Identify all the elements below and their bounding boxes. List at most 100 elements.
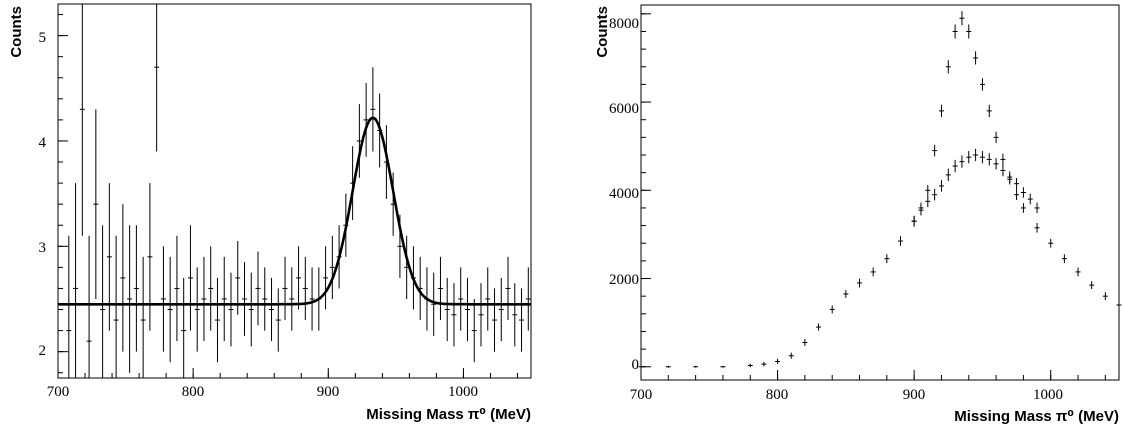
left-x-tick-1000: 1000 [448, 384, 478, 400]
right-series-0-point [1089, 281, 1095, 290]
right-series-0-point [993, 131, 999, 144]
right-series-0-point [1034, 222, 1040, 233]
left-series-0-point [464, 277, 470, 342]
right-series-0-point [747, 363, 753, 368]
left-series-0-point [235, 241, 241, 315]
right-axes [640, 13, 1106, 380]
left-series-0-point [492, 288, 498, 352]
right-x-tick-800: 800 [766, 387, 789, 403]
right-series-0-point [986, 104, 992, 118]
left-series-0-point [154, 4, 160, 152]
left-series-0-point [133, 225, 139, 352]
left-series-0-point [471, 298, 477, 363]
right-series-1-point [979, 151, 985, 164]
right-series-1-point [918, 204, 924, 216]
right-series-0-point [952, 24, 958, 39]
right-y-tick-2000: 2000 [609, 272, 639, 288]
left-data-layer [66, 4, 531, 378]
left-series-0-point [498, 277, 504, 342]
right-series-1-point [925, 195, 931, 208]
left-x-tick-800: 800 [182, 384, 205, 400]
right-y-axis-label: Counts [594, 6, 611, 58]
right-data-layer [638, 11, 1122, 368]
right-x-tick-1000: 1000 [1033, 387, 1063, 403]
right-series-0-point [802, 338, 808, 347]
right-series-0-point [829, 305, 835, 314]
right-series-0-point [1020, 203, 1026, 213]
left-series-0-point [323, 246, 329, 310]
right-series-1-point [1027, 193, 1033, 205]
right-series-0-point [1061, 254, 1067, 264]
right-series-0-point [1048, 238, 1054, 248]
right-series-0-point [761, 361, 767, 367]
left-series-0-point [356, 104, 362, 178]
right-series-0-point [945, 60, 951, 74]
left-series-0-point [79, 4, 85, 236]
left-series-0-point [431, 272, 437, 336]
right-plot-frame [640, 4, 1120, 381]
right-y-tick-4000: 4000 [609, 186, 639, 202]
left-series-0-point [289, 267, 295, 331]
right-series-1-point [959, 155, 965, 168]
left-series-0-point [505, 256, 511, 321]
left-series-0-point [241, 262, 247, 336]
left-series-0-point [181, 277, 187, 378]
left-series-0-point [329, 235, 335, 299]
left-y-tick-3: 3 [39, 240, 47, 256]
right-series-0-point [897, 236, 903, 246]
right-x-tick-900: 900 [903, 387, 926, 403]
left-x-tick-900: 900 [317, 384, 340, 400]
right-series-1-point [973, 148, 979, 162]
left-series-0-point [194, 267, 200, 352]
left-series-0-point [525, 267, 531, 331]
right-series-1-point [993, 158, 999, 170]
left-series-0-point [208, 246, 214, 331]
left-y-tick-2: 2 [39, 343, 47, 359]
right-series-0-point [1014, 189, 1020, 200]
left-fit-curve [58, 116, 531, 306]
left-plot-frame [57, 3, 532, 379]
left-axes [57, 14, 518, 378]
right-series-0-point [966, 24, 972, 39]
left-series-0-point [275, 288, 281, 352]
right-series-0-point [884, 254, 890, 264]
left-x-tick-700: 700 [47, 384, 70, 400]
left-series-0-point [93, 109, 99, 299]
right-series-1-point [966, 151, 972, 164]
left-series-0-point [106, 183, 112, 331]
right-series-0-point [932, 144, 938, 157]
right-chart: 700 800 900 1000 0 2000 4000 6000 8000 M… [594, 4, 1122, 425]
left-series-0-point [444, 277, 450, 342]
right-series-1-point [945, 168, 951, 182]
right-x-axis-label: Missing Mass π⁰ (MeV) [954, 408, 1119, 425]
right-series-1-point [1020, 187, 1026, 198]
left-series-0-point [370, 67, 376, 152]
left-series-0-point [519, 288, 525, 352]
left-chart: 700 800 900 1000 2 3 4 5 Missing Mass π⁰… [8, 3, 532, 423]
left-y-tick-5: 5 [39, 30, 47, 46]
right-series-1-point [932, 188, 938, 201]
right-series-0-point [720, 365, 726, 368]
right-y-tick-6000: 6000 [609, 101, 639, 117]
left-series-0-point [73, 183, 79, 378]
right-series-1-point [952, 159, 958, 173]
right-series-0-point [1102, 292, 1108, 301]
left-series-0-point [140, 256, 146, 378]
right-series-0-point [925, 185, 931, 196]
left-series-0-point [167, 256, 173, 363]
left-series-0-point [363, 83, 369, 157]
left-series-0-point [296, 246, 302, 310]
left-series-0-point [147, 183, 153, 331]
right-series-1-point [986, 153, 992, 166]
left-series-0-point [269, 277, 275, 342]
left-series-0-point [127, 225, 133, 373]
right-series-1-point [1014, 177, 1020, 190]
left-series-0-point [100, 225, 106, 378]
right-y-tick-0: 0 [632, 357, 640, 373]
left-series-0-point [248, 272, 254, 347]
left-series-0-point [262, 267, 268, 331]
left-series-0-point [113, 235, 119, 378]
right-series-0-point [979, 78, 985, 91]
left-series-0-point [228, 272, 234, 347]
right-series-1-point [938, 180, 944, 192]
